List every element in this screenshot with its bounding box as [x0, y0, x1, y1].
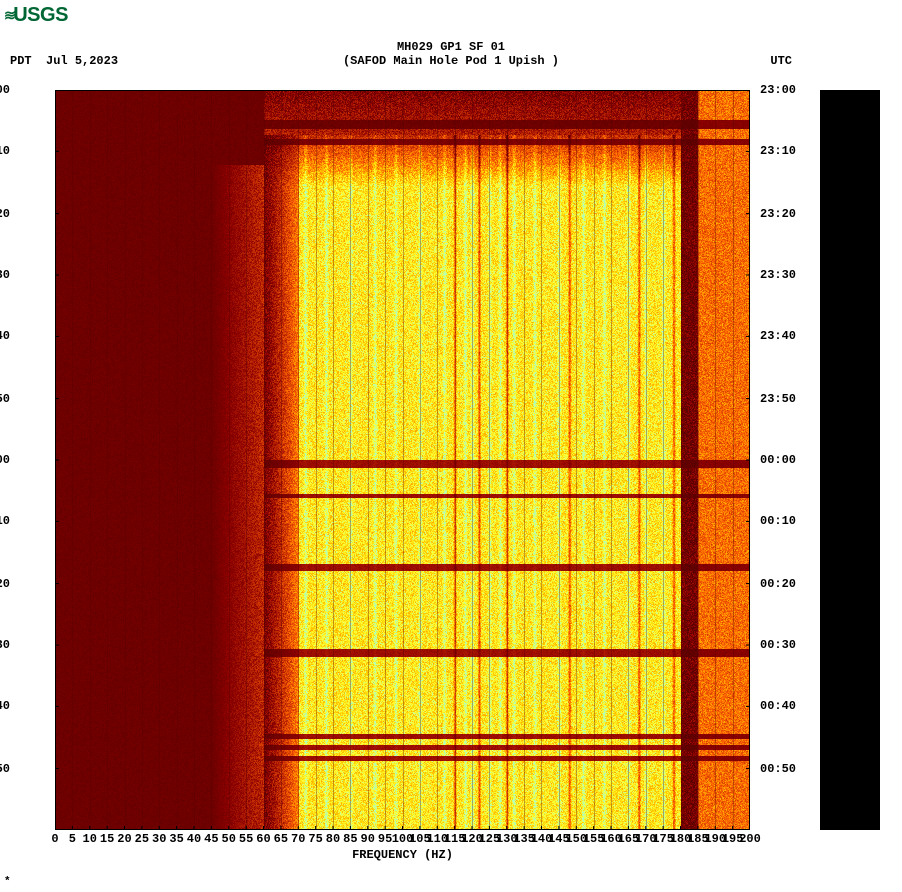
x-tick: 55 [239, 832, 253, 846]
y-right-tick: 23:00 [760, 83, 796, 97]
x-tick: 35 [169, 832, 183, 846]
y-left-tick: 17:10 [0, 514, 10, 528]
x-tick: 5 [69, 832, 76, 846]
x-tick: 45 [204, 832, 218, 846]
x-tick: 30 [152, 832, 166, 846]
x-tick: 70 [291, 832, 305, 846]
x-tick: 200 [739, 832, 761, 846]
y-left-tick: 17:20 [0, 577, 10, 591]
x-tick: 75 [308, 832, 322, 846]
x-tick: 20 [117, 832, 131, 846]
x-tick: 25 [135, 832, 149, 846]
right-tz-label: UTC [770, 54, 792, 68]
y-right-tick: 00:20 [760, 577, 796, 591]
y-right-tick: 23:30 [760, 268, 796, 282]
spectrogram-plot [55, 90, 750, 830]
footer-asterisk: * [4, 876, 11, 888]
chart-subtitle: (SAFOD Main Hole Pod 1 Upish ) [0, 54, 902, 68]
y-left-tick: 17:50 [0, 762, 10, 776]
usgs-logo: ≋USGS [4, 4, 68, 27]
y-right-tick: 23:40 [760, 329, 796, 343]
x-tick: 65 [274, 832, 288, 846]
chart-header: MH029 GP1 SF 01 (SAFOD Main Hole Pod 1 U… [0, 40, 902, 69]
x-tick: 50 [222, 832, 236, 846]
y-right-tick: 00:50 [760, 762, 796, 776]
y-right-tick: 23:20 [760, 207, 796, 221]
y-left-tick: 16:40 [0, 329, 10, 343]
y-right-tick: 23:10 [760, 144, 796, 158]
y-left-tick: 16:30 [0, 268, 10, 282]
y-right-tick: 00:30 [760, 638, 796, 652]
x-tick: 85 [343, 832, 357, 846]
x-tick: 15 [100, 832, 114, 846]
header-date: Jul 5,2023 [46, 54, 118, 68]
x-tick: 40 [187, 832, 201, 846]
spectrogram-canvas [55, 90, 750, 830]
x-tick: 90 [361, 832, 375, 846]
y-left-tick: 16:10 [0, 144, 10, 158]
y-left-tick: 17:00 [0, 453, 10, 467]
y-right-tick: 00:40 [760, 699, 796, 713]
y-left-tick: 17:40 [0, 699, 10, 713]
logo-text: USGS [13, 4, 68, 26]
chart-title: MH029 GP1 SF 01 [0, 40, 902, 54]
x-axis-label: FREQUENCY (HZ) [55, 848, 750, 862]
header-left: PDT Jul 5,2023 [10, 54, 118, 68]
x-tick: 95 [378, 832, 392, 846]
x-tick: 60 [256, 832, 270, 846]
colorbar [820, 90, 880, 830]
left-tz-label: PDT [10, 54, 32, 68]
y-left-tick: 16:20 [0, 207, 10, 221]
x-tick: 10 [83, 832, 97, 846]
y-left-tick: 16:00 [0, 83, 10, 97]
x-tick: 80 [326, 832, 340, 846]
y-right-tick: 00:00 [760, 453, 796, 467]
header-right: UTC [770, 54, 792, 68]
y-left-tick: 16:50 [0, 392, 10, 406]
y-right-tick: 23:50 [760, 392, 796, 406]
x-tick: 0 [51, 832, 58, 846]
y-right-tick: 00:10 [760, 514, 796, 528]
y-left-tick: 17:30 [0, 638, 10, 652]
